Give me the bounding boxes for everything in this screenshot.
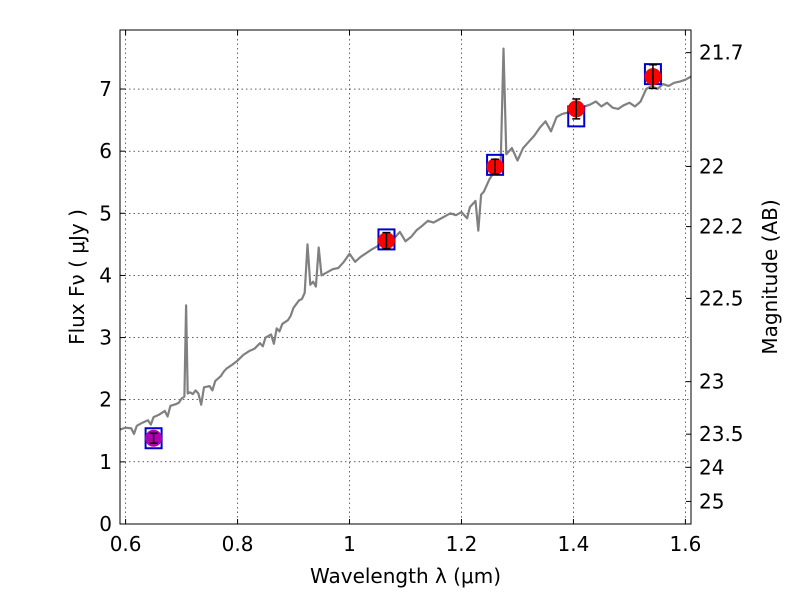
x-tick-label: 1 [343,532,356,556]
y2-tick-label: 24 [699,455,724,479]
y2-tick-label: 21.7 [699,41,744,65]
y2-tick-label: 22.5 [699,286,744,310]
y-tick-label: 5 [99,201,112,225]
y2-tick-label: 22 [699,154,724,178]
x-tick-label: 0.6 [110,532,142,556]
y-tick-label: 6 [99,139,112,163]
plot-frame [119,29,692,525]
ticks: 0.6 0.8 1 1.2 1.4 1.60123456721.72222.222.523… [99,30,744,556]
spectrum-layer [119,47,692,435]
y-tick-label: 3 [99,326,112,350]
y2-tick-label: 25 [699,489,724,513]
y2-tick-label: 23.5 [699,422,744,446]
spectrum-line [119,47,692,435]
y-tick-label: 0 [99,512,112,536]
y-tick-label: 2 [99,388,112,412]
x-tick-label: 1.2 [446,532,478,556]
x-tick-label: 1.4 [558,532,590,556]
y2-tick-label: 23 [699,370,724,394]
y-tick-label: 7 [99,77,112,101]
y-axis-label: Flux Fν ( μJy ) [65,209,89,345]
y-tick-label: 4 [99,263,112,287]
x-axis-label: Wavelength λ (μm) [310,564,501,588]
x-tick-label: 0.8 [222,532,254,556]
y2-axis-label: Magnitude (AB) [758,199,782,354]
y2-tick-label: 22.2 [699,215,744,239]
photometry-layer [144,63,662,450]
x-tick-label: 1.6 [669,532,701,556]
y-tick-label: 1 [99,450,112,474]
